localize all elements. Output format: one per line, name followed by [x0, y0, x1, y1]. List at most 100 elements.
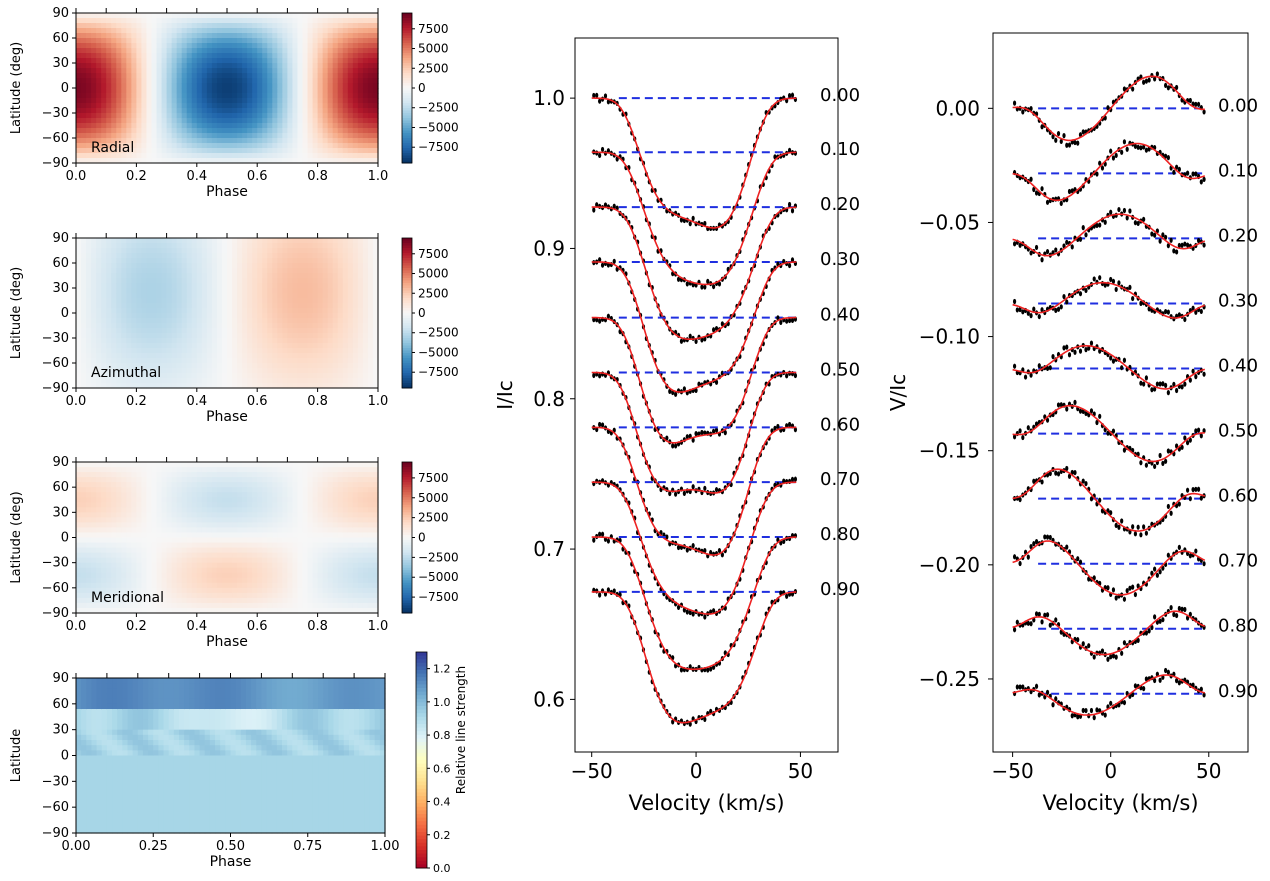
heatmap-cell [86, 363, 92, 369]
heatmap-cell [166, 562, 173, 569]
heatmap-cell [136, 73, 143, 79]
heatmap-cell [292, 368, 299, 374]
heatmap-cell [227, 477, 233, 483]
heatmap-cell [116, 313, 122, 319]
heatmap-cell [332, 78, 339, 84]
heatmap-cell [181, 582, 188, 589]
heatmap-cell [76, 567, 82, 574]
heatmap-cell [76, 467, 82, 473]
heatmap-cell [131, 143, 137, 149]
heatmap-cell [196, 353, 203, 359]
heatmap-cell [201, 542, 208, 549]
heatmap-cell [171, 557, 178, 564]
heatmap-cell [141, 313, 148, 319]
heatmap-cell [136, 318, 143, 324]
heatmap-cell [81, 557, 87, 564]
heatmap-cell [227, 562, 233, 569]
heatmap-cell [232, 492, 238, 498]
heatmap-cell [151, 363, 158, 369]
heatmap-cell [181, 338, 188, 344]
heatmap-cell [136, 527, 143, 534]
heatmap-cell [216, 18, 223, 24]
heatmap-cell [156, 123, 163, 129]
heatmap-cell [146, 353, 153, 359]
heatmap-cell [221, 278, 228, 284]
colorbar-cell [402, 153, 412, 156]
heatmap-cell [121, 68, 127, 74]
heatmap-cell [282, 348, 288, 354]
heatmap-cell [317, 23, 324, 29]
heatmap-cell [131, 303, 137, 309]
heatmap-cell [76, 572, 82, 579]
heatmap-cell [111, 497, 117, 503]
heatmap-cell [247, 73, 253, 79]
heatmap-cell [181, 63, 188, 69]
heatmap-cell [322, 73, 329, 79]
heatmap-cell [352, 353, 359, 359]
heatmap-cell [232, 353, 238, 359]
heatmap-cell [201, 33, 208, 39]
heatmap-cell [166, 78, 173, 84]
heatmap-cell [126, 268, 132, 274]
colorbar-cell [402, 155, 412, 159]
heatmap-cell [317, 328, 324, 334]
heatmap-cell [352, 323, 359, 329]
heatmap-cell [176, 487, 183, 493]
heatmap-cell [201, 532, 208, 539]
heatmap-cell [156, 313, 163, 319]
heatmap-cell [227, 567, 233, 574]
heatmap-cell [287, 378, 294, 384]
heatmap-cell [166, 323, 173, 329]
heatmap-cell [252, 567, 258, 574]
heatmap-cell [91, 83, 97, 89]
heatmap-cell [242, 303, 248, 309]
heatmap-cell [342, 113, 349, 119]
heatmap-cell [322, 328, 329, 334]
heatmap-cell [121, 128, 127, 134]
heatmap-cell [352, 308, 359, 314]
heatmap-cell [247, 462, 253, 468]
heatmap-cell [247, 258, 253, 264]
heatmap-cell [216, 552, 223, 559]
heatmap-cell [146, 507, 153, 513]
heatmap-cell [136, 383, 143, 389]
colorbar-cell [402, 283, 412, 286]
heatmap-cell [232, 348, 238, 354]
heatmap-cell [272, 103, 278, 109]
heatmap-cell [201, 153, 208, 159]
heatmap-cell [141, 43, 148, 49]
heatmap-cell [86, 592, 92, 599]
heatmap-cell [227, 547, 233, 554]
heatmap-cell [186, 138, 193, 144]
heatmap-cell [302, 138, 309, 144]
heatmap-cell [317, 373, 324, 379]
heatmap-cell [131, 308, 137, 314]
heatmap-cell [101, 562, 107, 569]
heatmap-cell [126, 253, 132, 259]
heatmap-cell [191, 63, 198, 69]
heatmap-cell [81, 383, 87, 389]
heatmap-cell [257, 592, 263, 599]
colorbar-cell [402, 385, 412, 389]
heatmap-cell [307, 318, 314, 324]
heatmap-cell [181, 68, 188, 74]
heatmap-cell [347, 238, 354, 244]
heatmap-cell [166, 328, 173, 334]
colorbar-tick-label: −2500 [418, 326, 459, 340]
heatmap-cell [362, 68, 369, 74]
heatmap-cell [302, 308, 309, 314]
heatmap-cell [181, 587, 188, 594]
heatmap-cell [307, 288, 314, 294]
colorbar-cell [402, 88, 412, 91]
heatmap-cell [237, 293, 243, 299]
heatmap-cell [191, 502, 198, 508]
heatmap-cell [166, 587, 173, 594]
heatmap-cell [257, 93, 263, 99]
heatmap-cell [86, 532, 92, 539]
heatmap-cell [156, 293, 163, 299]
heatmap-cell [176, 113, 183, 119]
heatmap-cell [126, 318, 132, 324]
heatmap-cell [111, 48, 117, 54]
heatmap-cell [282, 153, 288, 159]
heatmap-cell [257, 567, 263, 574]
